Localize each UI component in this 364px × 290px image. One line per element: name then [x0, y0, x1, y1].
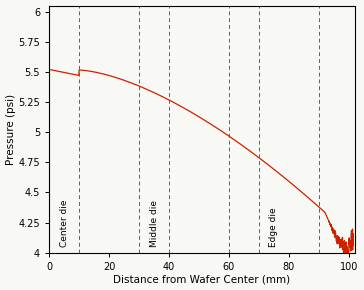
Text: Middle die: Middle die: [150, 200, 158, 246]
Text: Edge die: Edge die: [269, 207, 278, 246]
Y-axis label: Pressure (psi): Pressure (psi): [5, 94, 16, 165]
Text: Center die: Center die: [60, 199, 68, 246]
X-axis label: Distance from Wafer Center (mm): Distance from Wafer Center (mm): [114, 274, 290, 284]
